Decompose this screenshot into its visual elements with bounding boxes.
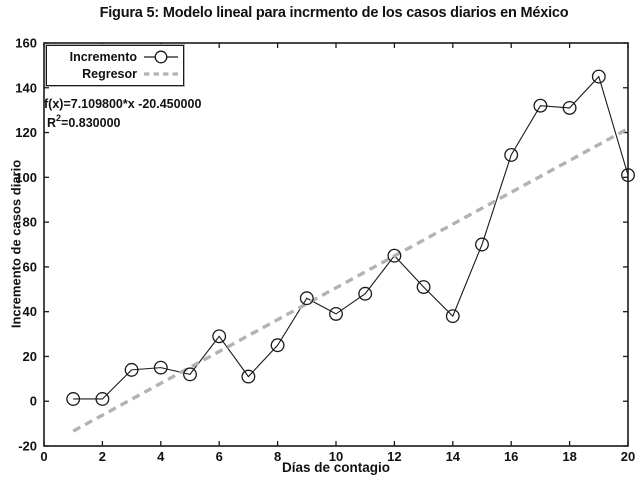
svg-text:20: 20 (23, 349, 37, 364)
legend-item-incremento: Incremento (53, 48, 178, 65)
legend-label-incremento: Incremento (69, 49, 137, 64)
r-squared-text: R2=0.830000 (47, 113, 121, 131)
svg-text:14: 14 (446, 449, 461, 464)
fit-equation-text: f(x)=7.109800*x -20.450000 (44, 97, 202, 111)
legend: Incremento Regresor (45, 44, 185, 87)
fit-equation-annotation: f(x)=7.109800*x -20.450000 R2=0.830000 (44, 97, 201, 131)
svg-text:6: 6 (216, 449, 223, 464)
svg-text:16: 16 (504, 449, 518, 464)
svg-text:10: 10 (329, 449, 343, 464)
svg-text:8: 8 (274, 449, 281, 464)
svg-text:140: 140 (15, 80, 37, 95)
x-axis-label: Días de contagio (281, 460, 391, 475)
y-axis-label: Incremento de casos diario (8, 159, 24, 329)
svg-text:0: 0 (40, 449, 47, 464)
svg-text:100: 100 (15, 170, 37, 185)
svg-text:160: 160 (15, 36, 37, 51)
svg-text:120: 120 (15, 125, 37, 140)
svg-text:-20: -20 (18, 439, 37, 454)
chart-title: Figura 5: Modelo lineal para incrmento d… (99, 5, 569, 21)
line-circle-marker-sample (144, 50, 178, 63)
svg-text:2: 2 (99, 449, 106, 464)
svg-text:80: 80 (23, 215, 37, 230)
svg-text:0: 0 (30, 394, 37, 409)
svg-text:4: 4 (157, 449, 165, 464)
svg-text:12: 12 (387, 449, 401, 464)
svg-text:40: 40 (23, 304, 37, 319)
legend-label-regresor: Regresor (82, 66, 137, 81)
legend-item-regresor: Regresor (53, 65, 178, 82)
svg-text:20: 20 (621, 449, 635, 464)
svg-text:18: 18 (562, 449, 576, 464)
svg-text:60: 60 (23, 259, 37, 274)
dashed-line-sample (144, 71, 178, 76)
